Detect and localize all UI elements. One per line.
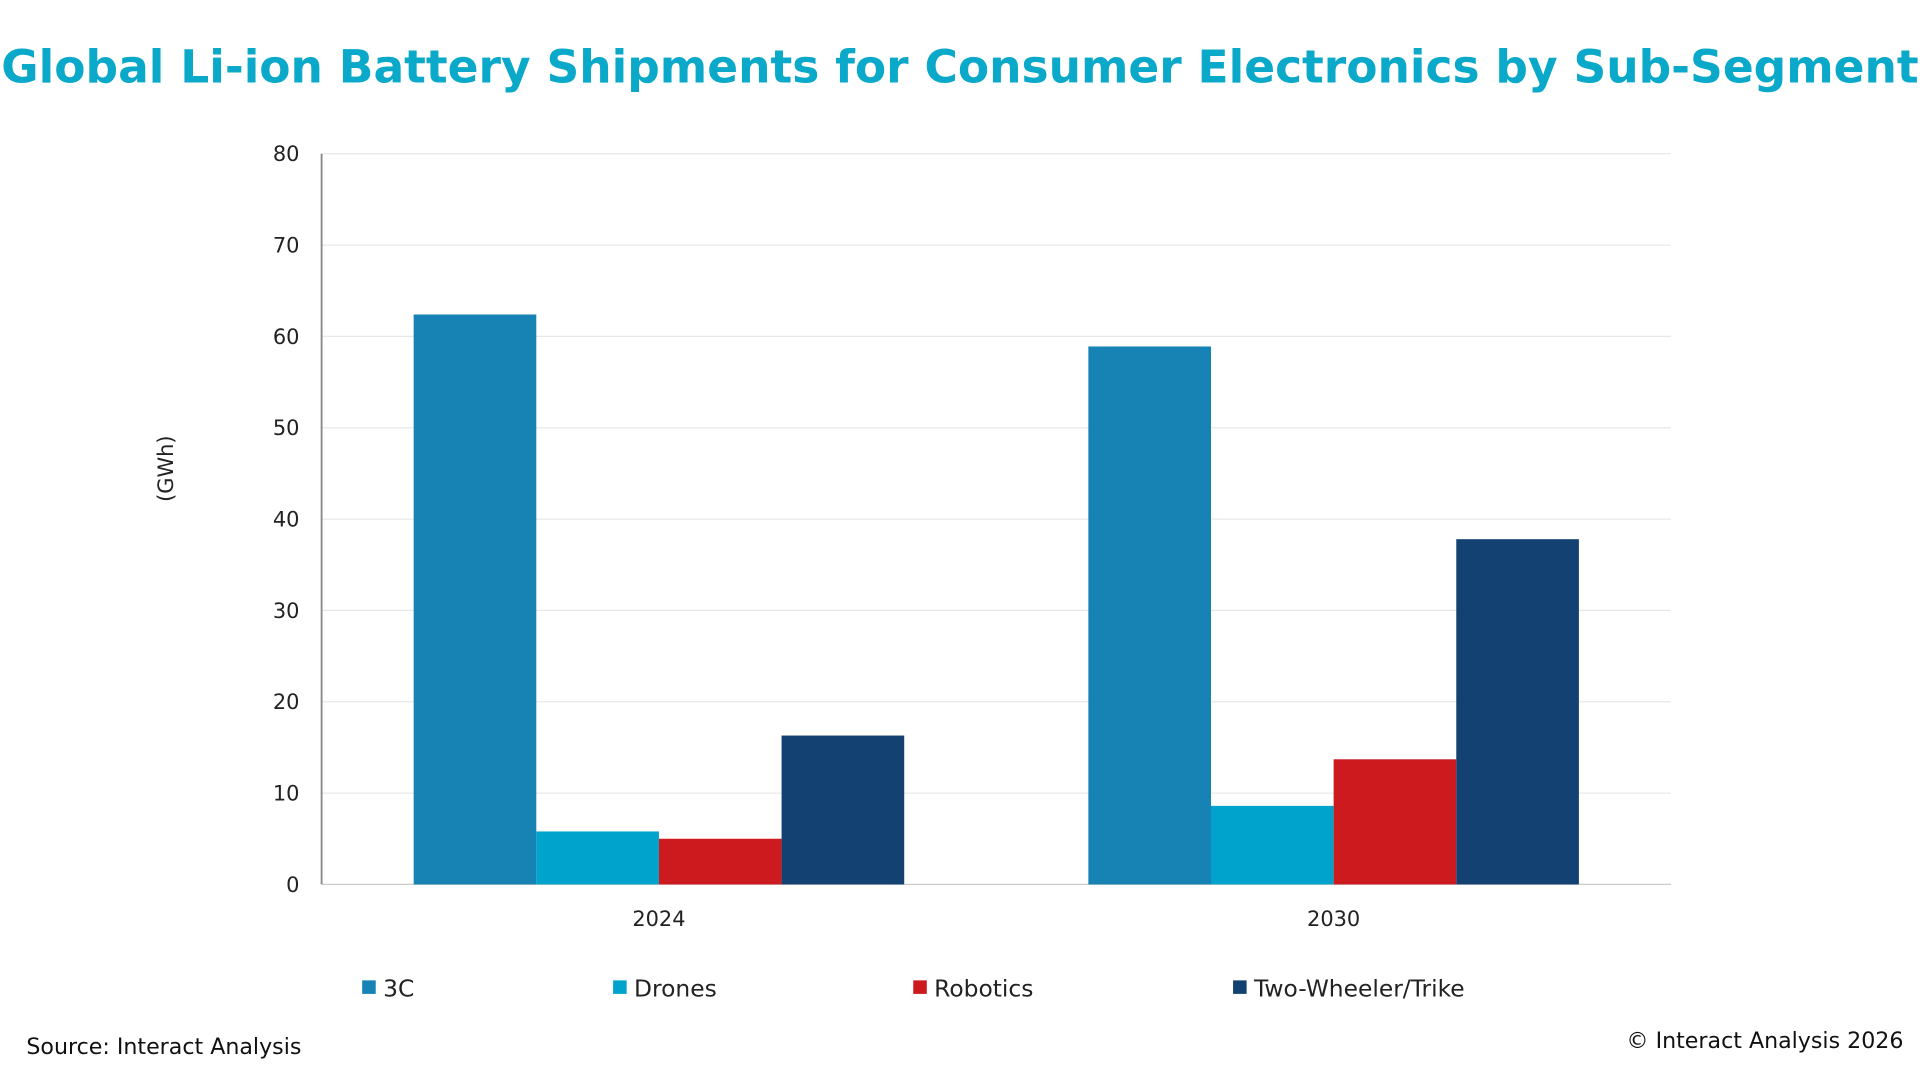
legend-swatch bbox=[362, 980, 376, 994]
bar-drones-2030 bbox=[1210, 805, 1334, 885]
legend-label: Robotics bbox=[934, 974, 1033, 1002]
gridlines bbox=[321, 153, 1671, 886]
legend-swatch bbox=[1233, 980, 1247, 994]
x-axis-ticks: 2024 2030 bbox=[632, 907, 1360, 931]
legend-label: Drones bbox=[634, 974, 717, 1002]
legend-label: Two-Wheeler/Trike bbox=[1253, 974, 1465, 1002]
y-tick-label: 0 bbox=[286, 873, 299, 897]
source-note: Source: Interact Analysis bbox=[26, 1034, 301, 1060]
bars bbox=[413, 314, 1579, 885]
y-tick-label: 70 bbox=[273, 233, 300, 257]
x-tick-label: 2024 bbox=[632, 907, 685, 931]
bar-two-wheeler-trike-2024 bbox=[781, 735, 905, 885]
bar-3c-2024 bbox=[413, 314, 537, 885]
y-tick-label: 10 bbox=[273, 781, 300, 805]
bar-two-wheeler-trike-2030 bbox=[1456, 539, 1579, 885]
y-tick-label: 50 bbox=[273, 416, 300, 440]
bar-3c-2030 bbox=[1088, 346, 1211, 885]
y-tick-label: 80 bbox=[273, 142, 300, 166]
y-tick-label: 30 bbox=[273, 599, 300, 623]
y-axis-ticks: 0 10 20 30 40 50 60 70 80 bbox=[273, 142, 300, 897]
copyright-note: © Interact Analysis 2026 bbox=[1626, 1028, 1903, 1054]
chart-title: Global Li-ion Battery Shipments for Cons… bbox=[1, 40, 1918, 93]
bar-robotics-2030 bbox=[1333, 759, 1457, 885]
legend: 3C Drones Robotics Two-Wheeler/Trike bbox=[362, 974, 1465, 1002]
y-tick-label: 60 bbox=[273, 325, 300, 349]
legend-swatch bbox=[913, 980, 927, 994]
legend-label: 3C bbox=[383, 974, 414, 1002]
x-tick-label: 2030 bbox=[1307, 907, 1360, 931]
y-tick-label: 20 bbox=[273, 690, 300, 714]
legend-swatch bbox=[613, 980, 627, 994]
y-axis-label: (GWh) bbox=[154, 435, 178, 501]
y-tick-label: 40 bbox=[273, 507, 300, 531]
bar-robotics-2024 bbox=[658, 838, 782, 885]
bar-drones-2024 bbox=[536, 831, 659, 885]
